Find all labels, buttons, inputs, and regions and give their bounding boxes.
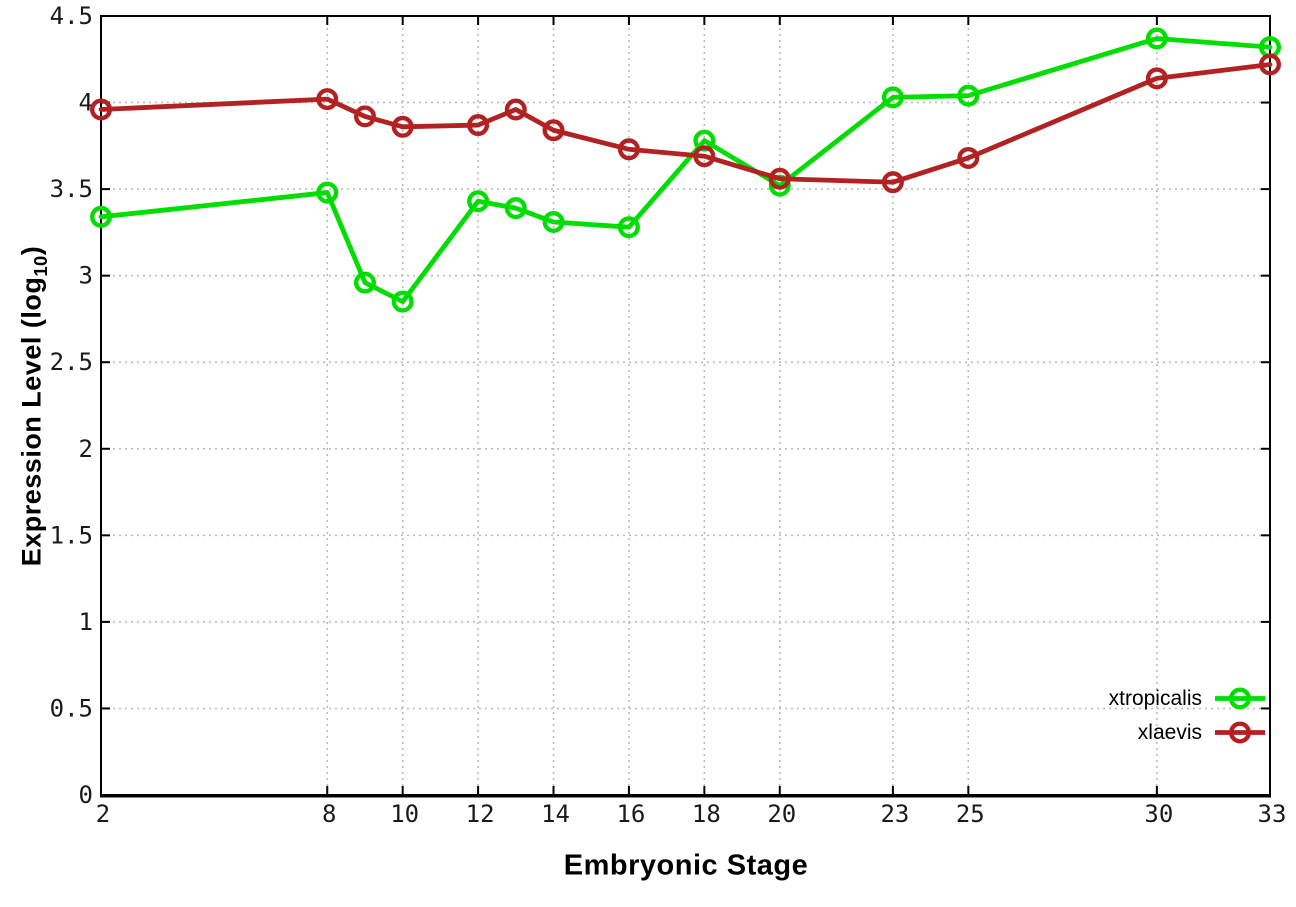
data-point (1145, 67, 1168, 90)
y-tick-label: 0 (79, 781, 93, 809)
data-point (89, 98, 112, 121)
y-tick-labels: 0 0.5 1 1.5 2 2.5 3 3.5 4 4.5 (50, 2, 93, 809)
legend-label: xlaevis (1137, 720, 1202, 744)
legend-marker (1215, 721, 1265, 744)
legend-sample-point (1229, 721, 1252, 744)
x-tick-label: 12 (466, 800, 495, 828)
data-point (504, 98, 527, 121)
data-point (391, 290, 414, 313)
x-tick-labels: 2 8 10 12 14 16 18 20 23 25 30 33 (96, 800, 1287, 828)
x-tick-label: 18 (692, 800, 721, 828)
y-axis-title-subscript: 10 (29, 255, 51, 277)
x-axis-title: Embryonic Stage (563, 849, 809, 882)
data-point (467, 114, 490, 137)
data-point (353, 105, 376, 128)
legend-item: xtropicalis (1109, 683, 1268, 714)
y-axis-title: Expression Level (log10) (16, 245, 51, 567)
data-point (881, 86, 904, 109)
data-point (353, 271, 376, 294)
data-point (881, 171, 904, 194)
x-tick-label: 23 (880, 800, 909, 828)
y-tick-label: 2 (79, 435, 93, 463)
y-tick-label: 2.5 (50, 348, 93, 376)
y-tick-label: 3.5 (50, 175, 93, 203)
data-point (504, 197, 527, 220)
data-point (617, 216, 640, 239)
data-point (617, 138, 640, 161)
data-point (1258, 53, 1281, 76)
data-point (693, 145, 716, 168)
data-point (542, 211, 565, 234)
legend-label: xtropicalis (1108, 686, 1202, 710)
y-tick-label: 1.5 (50, 521, 93, 549)
tick-marks (100, 15, 1271, 796)
y-tick-label: 1 (79, 608, 93, 636)
legend-sample-point (1229, 687, 1252, 710)
data-point (467, 190, 490, 213)
x-tick-label: 30 (1144, 800, 1173, 828)
y-tick-label: 3 (79, 262, 93, 290)
y-tick-label: 4.5 (50, 2, 93, 30)
y-tick-label: 4 (79, 89, 93, 117)
x-tick-label: 20 (767, 800, 796, 828)
data-point (391, 115, 414, 138)
data-point (1145, 27, 1168, 50)
gridlines (101, 16, 1270, 795)
x-tick-label: 2 (96, 800, 110, 828)
series-line (98, 36, 1273, 305)
x-tick-label: 25 (956, 800, 985, 828)
series-xlaevis (89, 53, 1281, 194)
x-tick-label: 8 (322, 800, 336, 828)
plot-border (100, 15, 1271, 796)
series-line (98, 62, 1273, 185)
y-tick-label: 0.5 (50, 694, 93, 722)
x-tick-label: 10 (390, 800, 419, 828)
data-point (957, 84, 980, 107)
legend-marker (1215, 687, 1265, 710)
x-tick-label: 33 (1258, 800, 1287, 828)
x-tick-label: 16 (616, 800, 645, 828)
data-point (316, 181, 339, 204)
data-point (768, 167, 791, 190)
x-tick-label: 14 (541, 800, 570, 828)
data-point (957, 146, 980, 169)
y-axis-title-text: Expression Level (log (16, 276, 47, 567)
data-point (89, 205, 112, 228)
data-point (542, 119, 565, 142)
legend: xtropicalis xlaevis (1109, 683, 1268, 748)
y-axis-title-close: ) (16, 245, 47, 256)
legend-item: xlaevis (1138, 717, 1268, 748)
data-point (316, 88, 339, 111)
series-xtropicalis (89, 27, 1281, 313)
